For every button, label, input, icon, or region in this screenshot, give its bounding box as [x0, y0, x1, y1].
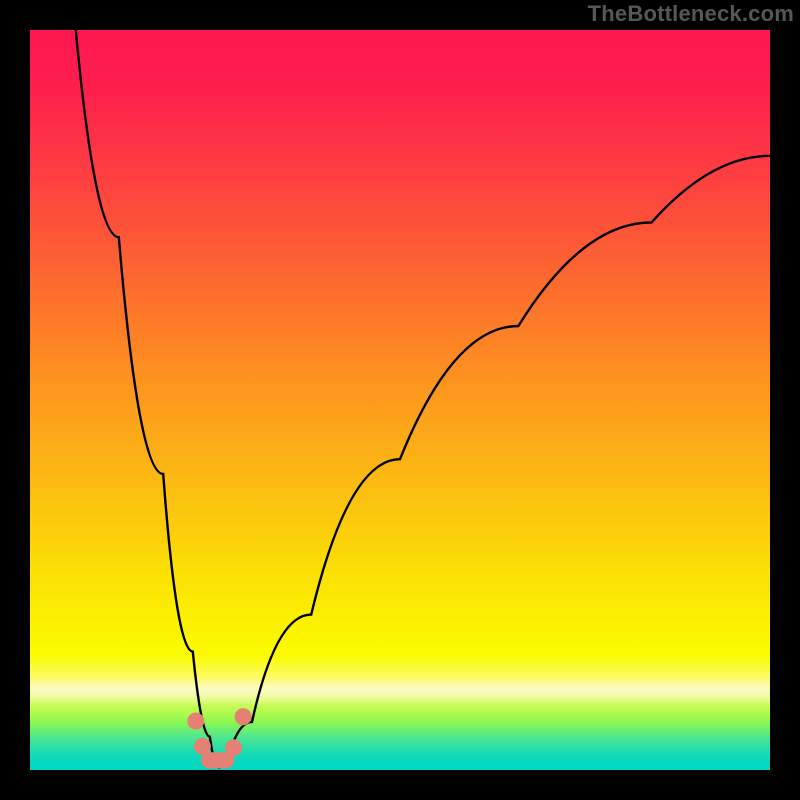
marker-point [194, 738, 211, 755]
chart-svg [0, 0, 800, 800]
gradient-background [30, 30, 770, 770]
marker-point [235, 708, 252, 725]
marker-point [187, 713, 204, 730]
chart-stage: TheBottleneck.com [0, 0, 800, 800]
watermark-text: TheBottleneck.com [588, 1, 794, 27]
marker-point [225, 739, 242, 756]
